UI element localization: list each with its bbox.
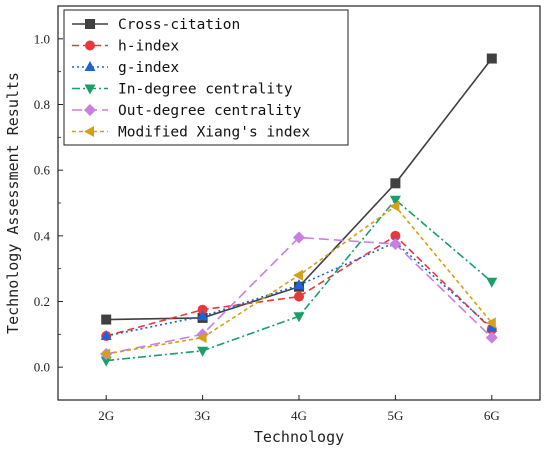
x-tick-label: 5G: [387, 408, 403, 423]
y-axis-title: Technology Assessment Results: [4, 72, 22, 334]
y-tick-label: 0.8: [34, 97, 50, 112]
data-point: [390, 178, 401, 189]
legend-marker: [85, 19, 95, 29]
legend-item: g-index: [72, 60, 179, 76]
data-point: [389, 195, 401, 206]
data-point: [485, 331, 498, 344]
x-tick-label: 6G: [484, 408, 500, 423]
series-group: [100, 236, 498, 340]
legend-marker: [84, 126, 94, 137]
series-group: [100, 195, 498, 367]
data-point: [197, 346, 209, 357]
data-point: [486, 53, 497, 64]
data-point: [389, 200, 400, 212]
x-tick-label: 2G: [98, 408, 114, 423]
legend-label: Out-degree centrality: [118, 103, 302, 119]
legend-label: h-index: [118, 39, 179, 55]
data-point: [293, 231, 305, 244]
data-point: [293, 279, 305, 290]
legend-label: Modified Xiang's index: [118, 125, 310, 141]
data-point: [486, 277, 498, 288]
legend-item: Modified Xiang's index: [72, 125, 310, 141]
legend-marker: [85, 40, 95, 51]
data-point: [294, 291, 304, 302]
data-point: [101, 314, 112, 325]
y-tick-label: 0.6: [34, 163, 51, 178]
legend-marker: [84, 104, 96, 116]
data-point: [390, 230, 401, 241]
x-axis-title: Technology: [254, 428, 344, 446]
series-line: [105, 234, 493, 337]
data-point: [486, 321, 498, 332]
legend-item: Cross-citation: [72, 17, 240, 33]
series-line: [106, 241, 493, 337]
y-tick-label: 0.2: [34, 294, 50, 309]
x-tick-label: 4G: [291, 408, 307, 423]
legend-item: Out-degree centrality: [72, 103, 302, 119]
legend-label: In-degree centrality: [118, 82, 293, 98]
legend-item: h-index: [72, 39, 179, 55]
data-point: [196, 332, 207, 344]
series-group: [101, 230, 497, 341]
data-point: [100, 329, 112, 340]
data-point: [485, 317, 496, 329]
series-group: [100, 200, 496, 360]
data-point: [293, 269, 303, 281]
data-point: [389, 238, 402, 251]
data-point: [197, 304, 208, 315]
data-point: [293, 312, 305, 323]
data-point: [100, 356, 112, 367]
legend-marker: [84, 84, 96, 95]
data-point: [100, 348, 111, 360]
legend-item: In-degree centrality: [72, 82, 293, 98]
legend-box: [63, 9, 349, 146]
legend-marker: [84, 61, 96, 71]
y-tick-label: 0.0: [34, 360, 50, 375]
x-tick-label: 3G: [195, 408, 211, 423]
data-point: [197, 310, 209, 321]
y-tick-label: 1.0: [34, 31, 50, 46]
legend-label: Cross-citation: [118, 17, 240, 33]
series-line: [106, 236, 493, 355]
y-tick-label: 0.4: [34, 228, 51, 243]
legend-label: g-index: [118, 60, 179, 76]
